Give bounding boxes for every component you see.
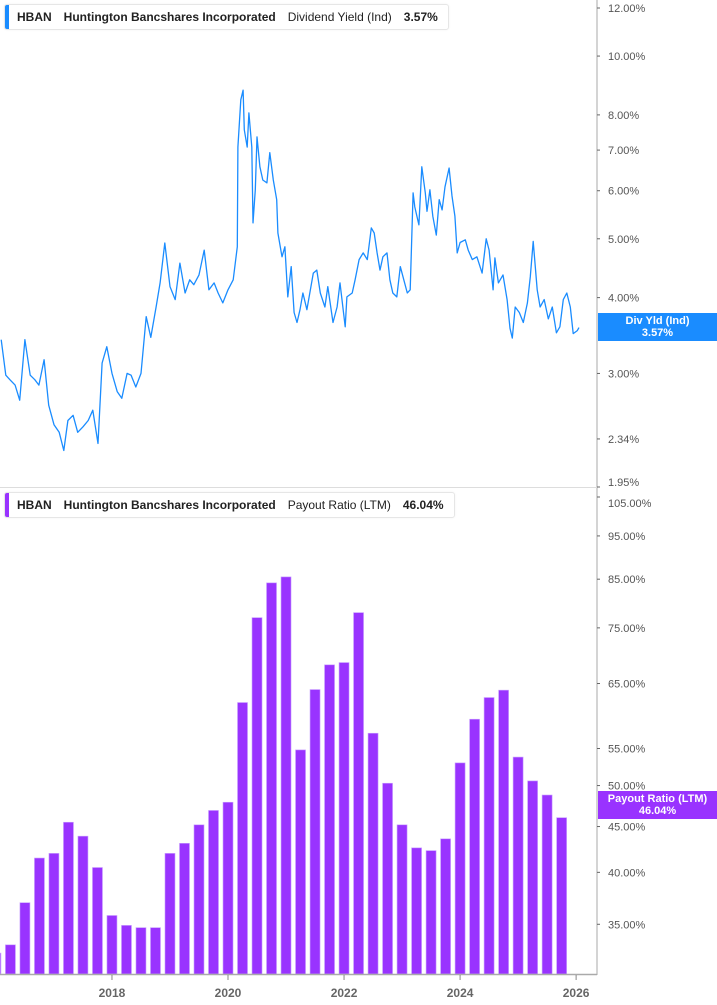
tag-value: 46.04% xyxy=(638,805,677,817)
payout-bar xyxy=(483,697,495,975)
payout-bar xyxy=(19,902,31,975)
x-tick-label: 2018 xyxy=(99,986,126,1000)
y-tick-label: 65.00% xyxy=(608,679,646,691)
payout-bar xyxy=(411,847,422,975)
y-tick-label: 1.95% xyxy=(608,477,639,489)
legend-company: Huntington Bancshares Incorporated xyxy=(63,498,276,512)
y-tick-label: 50.00% xyxy=(608,781,646,793)
payout-bar xyxy=(251,617,263,975)
y-tick-label: 10.00% xyxy=(608,51,646,63)
payout-bar xyxy=(179,843,190,975)
payout-bar xyxy=(266,582,277,975)
x-tick-label: 2026 xyxy=(563,986,590,1000)
y-tick-label: 55.00% xyxy=(608,743,646,755)
payout-bar xyxy=(367,732,379,975)
payout-bar xyxy=(164,853,176,975)
payout-bar xyxy=(324,664,335,975)
y-tick-label: 7.00% xyxy=(608,145,639,157)
tag-label: Payout Ratio (LTM) xyxy=(607,793,708,805)
y-tick-label: 105.00% xyxy=(608,498,652,510)
y-tick-label: 5.00% xyxy=(608,234,639,246)
payout-bar xyxy=(222,801,234,975)
legend-metric: Dividend Yield (Ind) xyxy=(287,10,392,24)
payout-bar xyxy=(5,944,16,975)
dividend-yield-panel xyxy=(0,89,580,452)
payout-bar xyxy=(150,927,161,975)
current-yield-tag: Div Yld (Ind) 3.57% xyxy=(598,313,717,341)
payout-bar xyxy=(382,782,393,975)
legend-ticker: HBAN xyxy=(17,498,52,512)
payout-bar xyxy=(527,780,538,975)
y-tick-label: 3.00% xyxy=(608,368,639,380)
y-tick-label: 35.00% xyxy=(608,919,646,931)
payout-bar xyxy=(454,762,466,975)
payout-bar xyxy=(309,689,321,975)
payout-bar xyxy=(556,817,567,975)
axes: 12.00% 10.00% 8.00% 7.00% 6.00% 5.00% 4.00% 3.0… xyxy=(0,0,652,1000)
y-tick-label: 6.00% xyxy=(608,186,639,198)
x-tick-label: 2020 xyxy=(215,986,242,1000)
y-tick-label: 4.00% xyxy=(608,293,639,305)
payout-bar xyxy=(237,702,248,975)
x-tick-label: 2022 xyxy=(331,986,358,1000)
payout-bar xyxy=(541,794,553,975)
payout-bar xyxy=(396,824,408,975)
payout-bar xyxy=(106,915,118,975)
payout-bar xyxy=(63,821,74,975)
payout-bar xyxy=(92,867,103,975)
payout-ratio-panel xyxy=(0,576,567,975)
y-tick-label: 75.00% xyxy=(608,623,646,635)
payout-bar xyxy=(48,853,60,975)
payout-bar xyxy=(280,576,292,975)
dividend-yield-line xyxy=(0,89,580,452)
tag-label: Div Yld (Ind) xyxy=(625,315,690,327)
series-color-swatch xyxy=(5,5,9,29)
payout-bar xyxy=(295,749,306,975)
payout-bar xyxy=(0,952,2,975)
payout-bar xyxy=(498,689,509,975)
payout-bar xyxy=(193,824,205,975)
payout-bar xyxy=(353,612,364,975)
payout-bar xyxy=(135,927,147,975)
legend-metric: Payout Ratio (LTM) xyxy=(287,498,391,512)
payout-bar xyxy=(77,835,89,975)
legend-value: 3.57% xyxy=(403,10,438,24)
payout-bar xyxy=(440,838,451,975)
tag-value: 3.57% xyxy=(641,327,674,339)
payout-bar xyxy=(425,850,437,975)
current-payout-tag: Payout Ratio (LTM) 46.04% xyxy=(598,791,717,819)
y-tick-label: 2.34% xyxy=(608,434,639,446)
y-tick-label: 8.00% xyxy=(608,110,639,122)
legend-value: 46.04% xyxy=(402,498,444,512)
dividend-yield-legend: HBAN Huntington Bancshares Incorporated … xyxy=(4,4,449,30)
payout-bar xyxy=(512,756,524,975)
y-tick-label: 12.00% xyxy=(608,3,646,15)
x-tick-label: 2024 xyxy=(447,986,474,1000)
payout-bar xyxy=(338,662,350,975)
payout-bar xyxy=(469,718,480,975)
payout-bar xyxy=(208,810,219,975)
payout-bar xyxy=(121,925,132,975)
y-tick-label: 95.00% xyxy=(608,531,646,543)
y-tick-label: 40.00% xyxy=(608,867,646,879)
y-tick-label: 45.00% xyxy=(608,822,646,834)
legend-company: Huntington Bancshares Incorporated xyxy=(63,10,276,24)
payout-ratio-legend: HBAN Huntington Bancshares Incorporated … xyxy=(4,492,455,518)
payout-bar xyxy=(34,857,45,975)
legend-ticker: HBAN xyxy=(17,10,52,24)
series-color-swatch xyxy=(5,493,9,517)
y-tick-label: 85.00% xyxy=(608,574,646,586)
